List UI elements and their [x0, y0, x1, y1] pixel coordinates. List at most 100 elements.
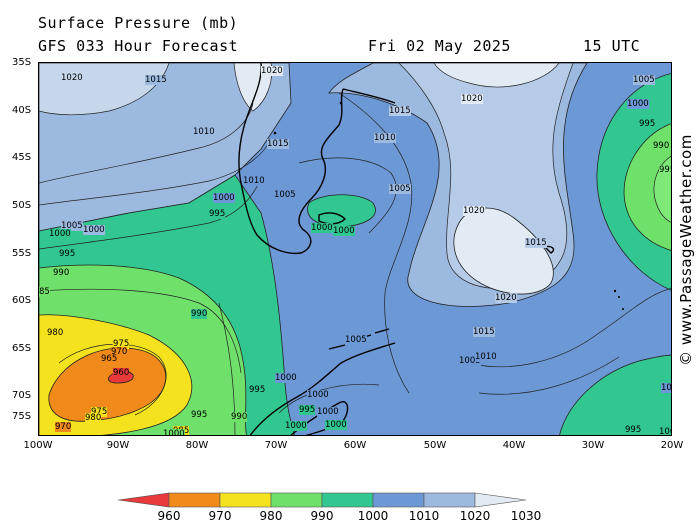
scale-label: 980 [259, 509, 283, 523]
isobar-label: 1020 [61, 73, 83, 83]
isobar-label: 975 [113, 339, 130, 349]
isobar-label: 1015 [525, 238, 547, 248]
band-1020-east [433, 63, 560, 88]
isobar-label: 995 [209, 209, 226, 219]
scale-label: 970 [208, 509, 232, 523]
lon-label: 80W [185, 440, 209, 451]
isobar-label: 1000 [83, 225, 105, 235]
lon-label: 20W [660, 440, 684, 451]
isobar-label: 995 [659, 165, 671, 175]
south-georgia [543, 245, 555, 254]
isobar-label: 995 [639, 119, 656, 129]
isobar-label: 1015 [145, 75, 167, 85]
scale-swatch [219, 492, 272, 508]
isobar-label: 1000 [213, 193, 235, 203]
forecast-time: 15 UTC [583, 37, 641, 55]
isobar-label: 1005 [633, 75, 655, 85]
isobar-label: 965 [101, 354, 118, 364]
lon-label: 70W [264, 440, 288, 451]
isobar-label: 990 [653, 141, 670, 151]
lat-label: 45S [12, 152, 32, 163]
isobar-label: 1000 [163, 429, 185, 435]
isobar-label: 1005 [274, 190, 296, 200]
lat-label: 75S [12, 411, 32, 422]
forecast-label: GFS 033 Hour Forecast [38, 37, 239, 55]
lat-label: 65S [12, 343, 32, 354]
pressure-map: 1020 1015 1020 1010 1015 1015 1020 1010 … [38, 62, 672, 436]
south-america-coast [238, 63, 344, 255]
scale-label: 1020 [459, 509, 491, 523]
scale-label: 1010 [408, 509, 440, 523]
isobar-label: 1000 [333, 226, 355, 236]
forecast-date: Fri 02 May 2025 [368, 37, 511, 55]
isobar-label: 980 [47, 328, 64, 338]
isobar-label: 85 [39, 287, 50, 297]
high-core [453, 207, 554, 295]
isobar-label: 980 [85, 413, 102, 423]
isobar-label: 995 [191, 410, 208, 420]
scale-label: 960 [157, 509, 181, 523]
lon-label: 90W [106, 440, 130, 451]
isobar-label: 990 [231, 412, 248, 422]
scale-swatch [118, 492, 170, 508]
isobar-label: 1000 [275, 373, 297, 383]
lat-label: 50S [12, 200, 32, 211]
color-scale [118, 492, 527, 508]
isobar-label: 1005 [459, 356, 481, 366]
east-low-990 [623, 123, 671, 251]
isobar-label: 1005 [61, 221, 83, 231]
small-low [307, 194, 376, 228]
lon-label: 60W [343, 440, 367, 451]
scale-swatch [423, 492, 476, 508]
isobar-label: 100 [659, 427, 671, 435]
isobar-label: 1000 [317, 407, 339, 417]
isobar-label: 990 [191, 309, 208, 319]
south-america-east [342, 88, 396, 104]
antarctic-peninsula [249, 342, 396, 435]
isobar-label: 1015 [267, 139, 289, 149]
scale-swatch [168, 492, 221, 508]
scale-label: 1000 [357, 509, 389, 523]
isobar-label: 1010 [193, 127, 215, 137]
scale-swatch [270, 492, 323, 508]
isobar-label: 995 [299, 405, 316, 415]
lat-label: 70S [12, 390, 32, 401]
isobar-label: 100 [661, 383, 671, 393]
lon-label: 50W [423, 440, 447, 451]
isobar-label: 1010 [374, 133, 396, 143]
isobar-label: 1000 [49, 229, 71, 239]
isobar-label: 995 [59, 249, 76, 259]
scale-swatch [474, 492, 527, 508]
isobar-label: 1000 [311, 223, 333, 233]
scale-label: 1030 [510, 509, 542, 523]
isobar-label: 1010 [475, 352, 497, 362]
watermark: © www.PassageWeather.com [677, 134, 695, 366]
isobar-label: 960 [113, 368, 130, 378]
isobar-label: 1020 [261, 66, 283, 76]
falklands [318, 212, 346, 225]
lon-label: 40W [502, 440, 526, 451]
isobar-label: 1015 [473, 327, 495, 337]
lon-label: 30W [581, 440, 605, 451]
lon-label: 100W [23, 440, 53, 451]
map-title: Surface Pressure (mb) [38, 14, 239, 32]
lat-label: 60S [12, 295, 32, 306]
isobar-label: 995 [249, 385, 266, 395]
scale-label: 990 [310, 509, 334, 523]
isobar-label: 1000 [307, 390, 329, 400]
lat-label: 40S [12, 105, 32, 116]
scale-swatch [372, 492, 425, 508]
isobar-label: 1005 [389, 184, 411, 194]
southeast-low [559, 354, 671, 435]
isobar-label: 995 [625, 425, 642, 435]
isobar-label: 1000 [325, 420, 347, 430]
lat-label: 55S [12, 248, 32, 259]
isobar-label: 970 [55, 422, 72, 432]
isobar-label: 1010 [243, 176, 265, 186]
isobar-label: 1000 [285, 421, 307, 431]
isobar-label: 1020 [461, 94, 483, 104]
isobar-label: 1020 [495, 293, 517, 303]
scale-swatch [321, 492, 374, 508]
isobar-label: 1015 [389, 106, 411, 116]
isobar-label: 1005 [345, 335, 367, 345]
